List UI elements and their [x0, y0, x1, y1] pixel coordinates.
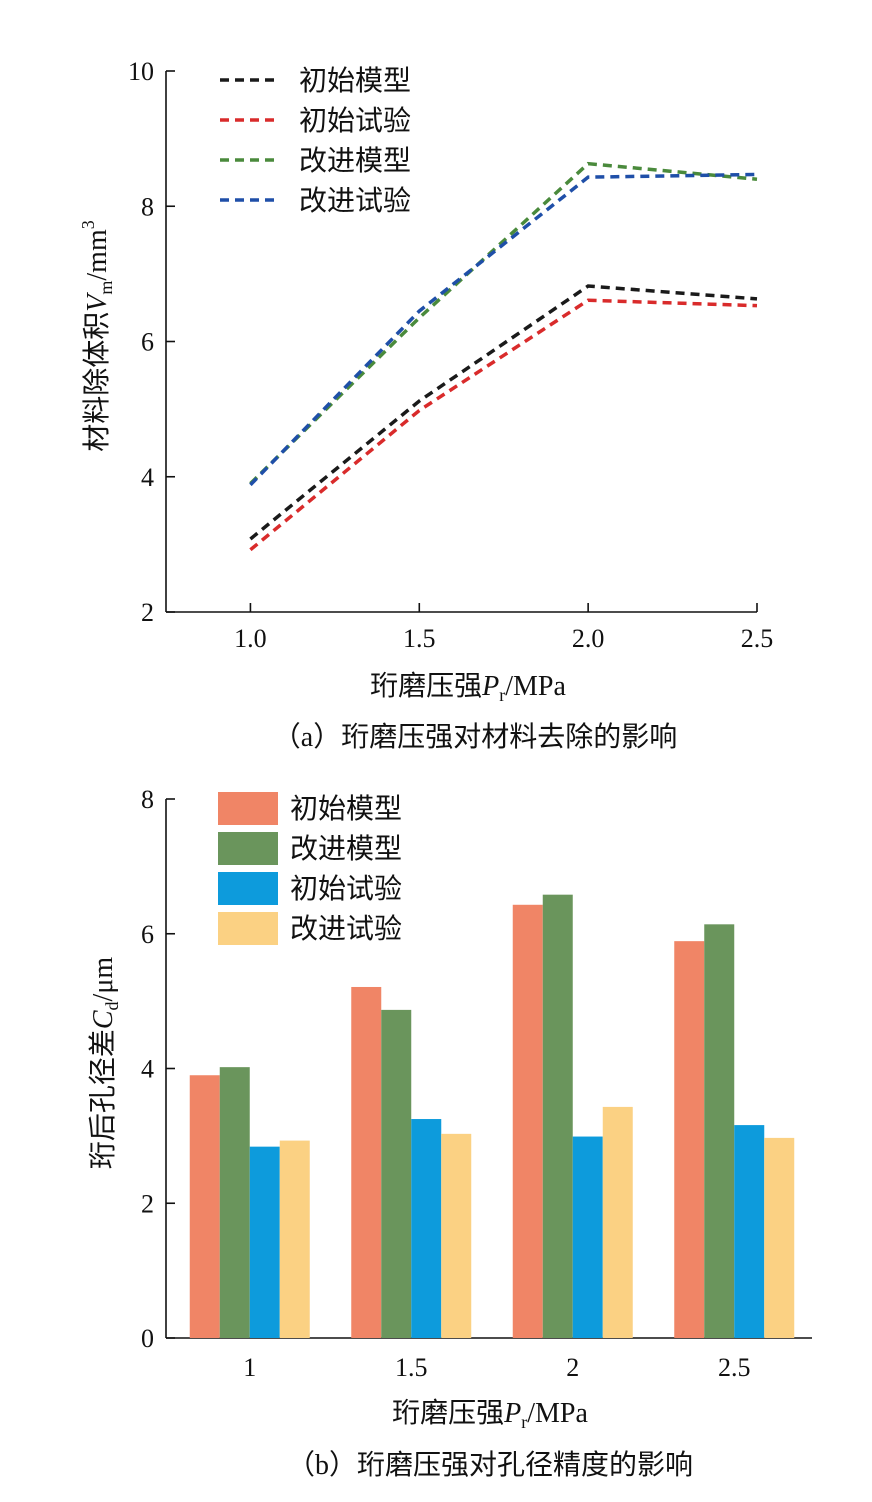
bar-2-1	[219, 1067, 250, 1338]
bar-1-2	[351, 986, 382, 1338]
x-tick-label: 2	[566, 1353, 579, 1382]
bar-3-2	[411, 1119, 442, 1338]
y-axis-label-unit: /μm	[88, 957, 119, 1002]
y-axis-label-main: 珩后孔径差	[87, 1029, 119, 1169]
x-axis-label: 珩磨压强Pr/MPa	[392, 1397, 588, 1432]
x-tick-label: 2.5	[741, 624, 774, 653]
x-axis-label-main: 珩磨压强	[370, 670, 482, 702]
bar-2-3	[542, 894, 573, 1338]
y-axis-label-sub: m	[96, 281, 116, 295]
x-tick-group: 1 1.5 2 2.5	[243, 1353, 750, 1382]
bar-1-3	[512, 904, 543, 1338]
bar-2-4	[704, 924, 735, 1338]
legend-label: 初始试验	[290, 873, 402, 905]
bar-4-4	[764, 1137, 795, 1338]
bar-4-3	[602, 1106, 633, 1338]
series-line-4	[249, 172, 758, 487]
y-axis-label-main: 材料除体积	[81, 312, 113, 452]
y-axis-label: 材料除体积Vm/mm3	[78, 220, 116, 451]
x-axis-label-sub: r	[499, 685, 505, 705]
x-tick-label: 1.0	[234, 624, 267, 653]
x-axis-label-unit: /MPa	[527, 1398, 588, 1429]
y-tick-label: 8	[141, 192, 154, 221]
y-axis-label-sup: 3	[78, 220, 98, 229]
bar-1-1	[189, 1075, 220, 1338]
bar-3-1	[249, 1146, 280, 1338]
legend-swatch	[218, 792, 278, 825]
y-axis-label-sub: d	[102, 1001, 122, 1010]
x-axis-label-var: P	[481, 671, 499, 702]
x-tick-group: 1.0 1.5 2.0 2.5	[234, 603, 773, 653]
series-lines	[249, 161, 758, 552]
y-tick-group: 2 4 6 8 10	[128, 57, 175, 627]
y-tick-label: 4	[141, 463, 154, 492]
x-axis-label-unit: /MPa	[505, 671, 566, 702]
bar-3-4	[734, 1125, 765, 1338]
series-line-2	[249, 298, 758, 552]
y-tick-label: 6	[141, 920, 154, 949]
bar-2-2	[381, 1009, 412, 1338]
legend-swatch	[218, 832, 278, 865]
x-tick-label: 1	[243, 1353, 256, 1382]
legend-swatch	[218, 912, 278, 945]
legend-label: 改进试验	[299, 185, 411, 217]
legend-label: 改进模型	[299, 145, 411, 177]
y-axis-label-var: V	[82, 292, 113, 312]
legend-label: 初始模型	[299, 65, 411, 97]
x-tick-label: 2.0	[572, 624, 605, 653]
y-axis-label-var: C	[88, 1010, 119, 1029]
y-tick-label: 2	[141, 1189, 154, 1218]
bar-4-1	[279, 1140, 310, 1338]
legend-label: 改进模型	[290, 833, 402, 865]
bar-4-2	[441, 1133, 472, 1338]
legend-swatch	[218, 872, 278, 905]
x-tick-label: 2.5	[718, 1353, 751, 1382]
y-tick-group: 0 2 4 6 8	[141, 785, 175, 1353]
y-tick-label: 8	[141, 785, 154, 814]
bar-1-4	[674, 941, 705, 1338]
y-axis-label-unit: /mm	[82, 229, 113, 281]
caption-b: （b）珩磨压强对孔径精度的影响	[287, 1449, 693, 1481]
x-tick-label: 1.5	[395, 1353, 428, 1382]
x-axis-label-var: P	[503, 1398, 521, 1429]
series-line-1	[249, 284, 758, 541]
x-axis-label-main: 珩磨压强	[392, 1397, 504, 1429]
y-tick-label: 6	[141, 328, 154, 357]
y-axis-label: 珩后孔径差Cd/μm	[87, 957, 122, 1169]
legend-label: 改进试验	[290, 913, 402, 945]
x-axis-label-sub: r	[521, 1412, 527, 1432]
y-tick-label: 4	[141, 1055, 154, 1084]
y-tick-label: 2	[141, 598, 154, 627]
y-tick-label: 0	[141, 1324, 154, 1353]
x-tick-label: 1.5	[403, 624, 436, 653]
x-axis-label: 珩磨压强Pr/MPa	[370, 670, 566, 705]
legend-label: 初始模型	[290, 793, 402, 825]
y-tick-label: 10	[128, 57, 154, 86]
series-line-3	[249, 161, 758, 485]
bar-group	[189, 894, 795, 1338]
legend-label: 初始试验	[299, 105, 411, 137]
caption-a: （a）珩磨压强对材料去除的影响	[273, 721, 677, 753]
bar-3-3	[572, 1136, 603, 1338]
